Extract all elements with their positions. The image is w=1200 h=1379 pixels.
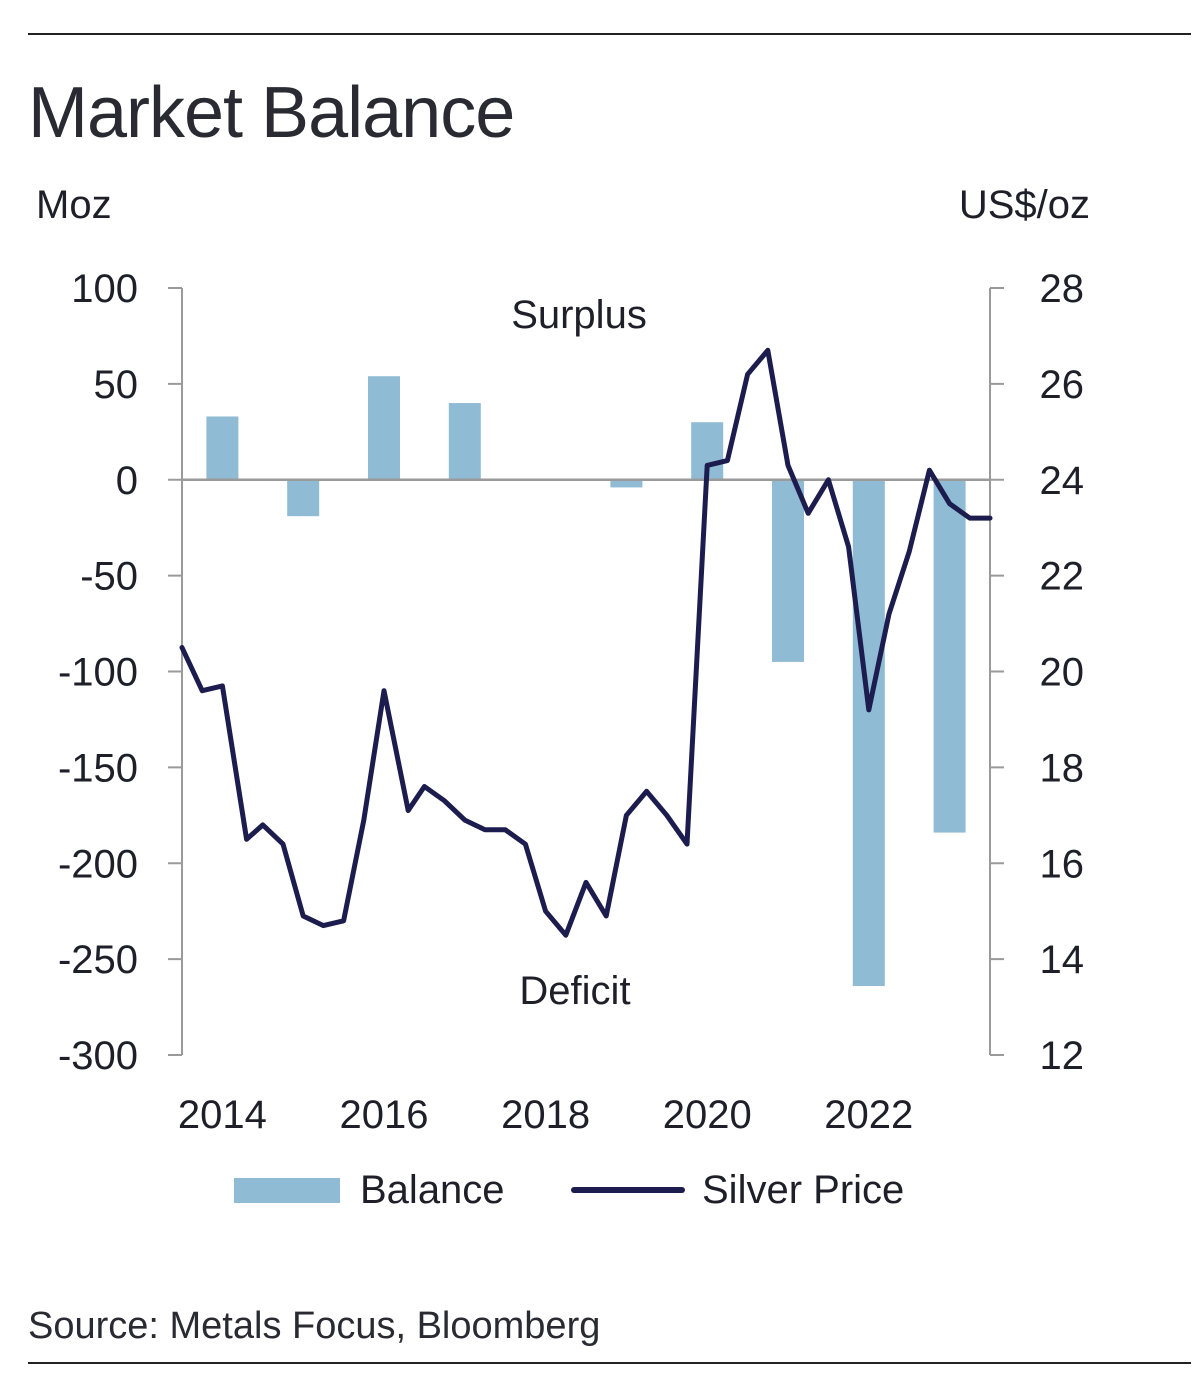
balance-bar — [448, 403, 481, 480]
surplus-annotation: Surplus — [511, 293, 647, 337]
right-tick-label: 28 — [1040, 267, 1085, 311]
left-tick-label: -200 — [58, 842, 138, 886]
axes-layer: 100500-50-100-150-200-250-30028262422201… — [58, 267, 1084, 1137]
x-tick-label: 2016 — [340, 1093, 429, 1137]
left-tick-label: 100 — [71, 267, 138, 311]
legend-silver-price-label: Silver Price — [702, 1168, 904, 1212]
balance-bar — [206, 416, 239, 480]
balance-bar — [933, 479, 966, 833]
balance-bars — [182, 376, 990, 986]
top-rule — [28, 33, 1191, 35]
right-tick-label: 26 — [1040, 363, 1085, 407]
right-tick-label: 18 — [1040, 746, 1085, 790]
legend-balance-swatch — [234, 1178, 340, 1203]
x-tick-label: 2014 — [178, 1093, 267, 1137]
x-tick-label: 2020 — [663, 1093, 752, 1137]
left-tick-label: -250 — [58, 938, 138, 982]
left-axis-label: Moz — [36, 183, 112, 227]
left-tick-label: -150 — [58, 746, 138, 790]
right-tick-label: 22 — [1040, 555, 1085, 599]
deficit-annotation: Deficit — [519, 969, 630, 1013]
legend-balance-label: Balance — [360, 1168, 505, 1212]
balance-bar — [852, 479, 885, 986]
legend: Balance Silver Price — [234, 1168, 904, 1212]
right-tick-label: 20 — [1040, 651, 1085, 695]
left-tick-label: 0 — [116, 459, 138, 503]
right-tick-label: 14 — [1040, 938, 1085, 982]
silver-price-series-line — [179, 347, 993, 938]
balance-bar — [610, 479, 643, 488]
balance-bar — [368, 376, 400, 480]
right-tick-label: 12 — [1040, 1034, 1085, 1078]
balance-bar — [772, 479, 804, 662]
right-axis-label: US$/oz — [959, 183, 1090, 227]
left-tick-label: -50 — [80, 555, 138, 599]
chart-title: Market Balance — [28, 73, 515, 153]
left-tick-label: 50 — [94, 363, 139, 407]
silver-price-line — [179, 347, 993, 938]
x-tick-label: 2022 — [824, 1093, 913, 1137]
balance-bar — [287, 479, 320, 517]
left-tick-label: -100 — [58, 651, 138, 695]
bottom-rule — [28, 1362, 1191, 1364]
right-tick-label: 24 — [1040, 459, 1085, 503]
source-note: Source: Metals Focus, Bloomberg — [28, 1305, 601, 1347]
right-tick-label: 16 — [1040, 842, 1085, 886]
left-tick-label: -300 — [58, 1034, 138, 1078]
x-tick-label: 2018 — [501, 1093, 590, 1137]
